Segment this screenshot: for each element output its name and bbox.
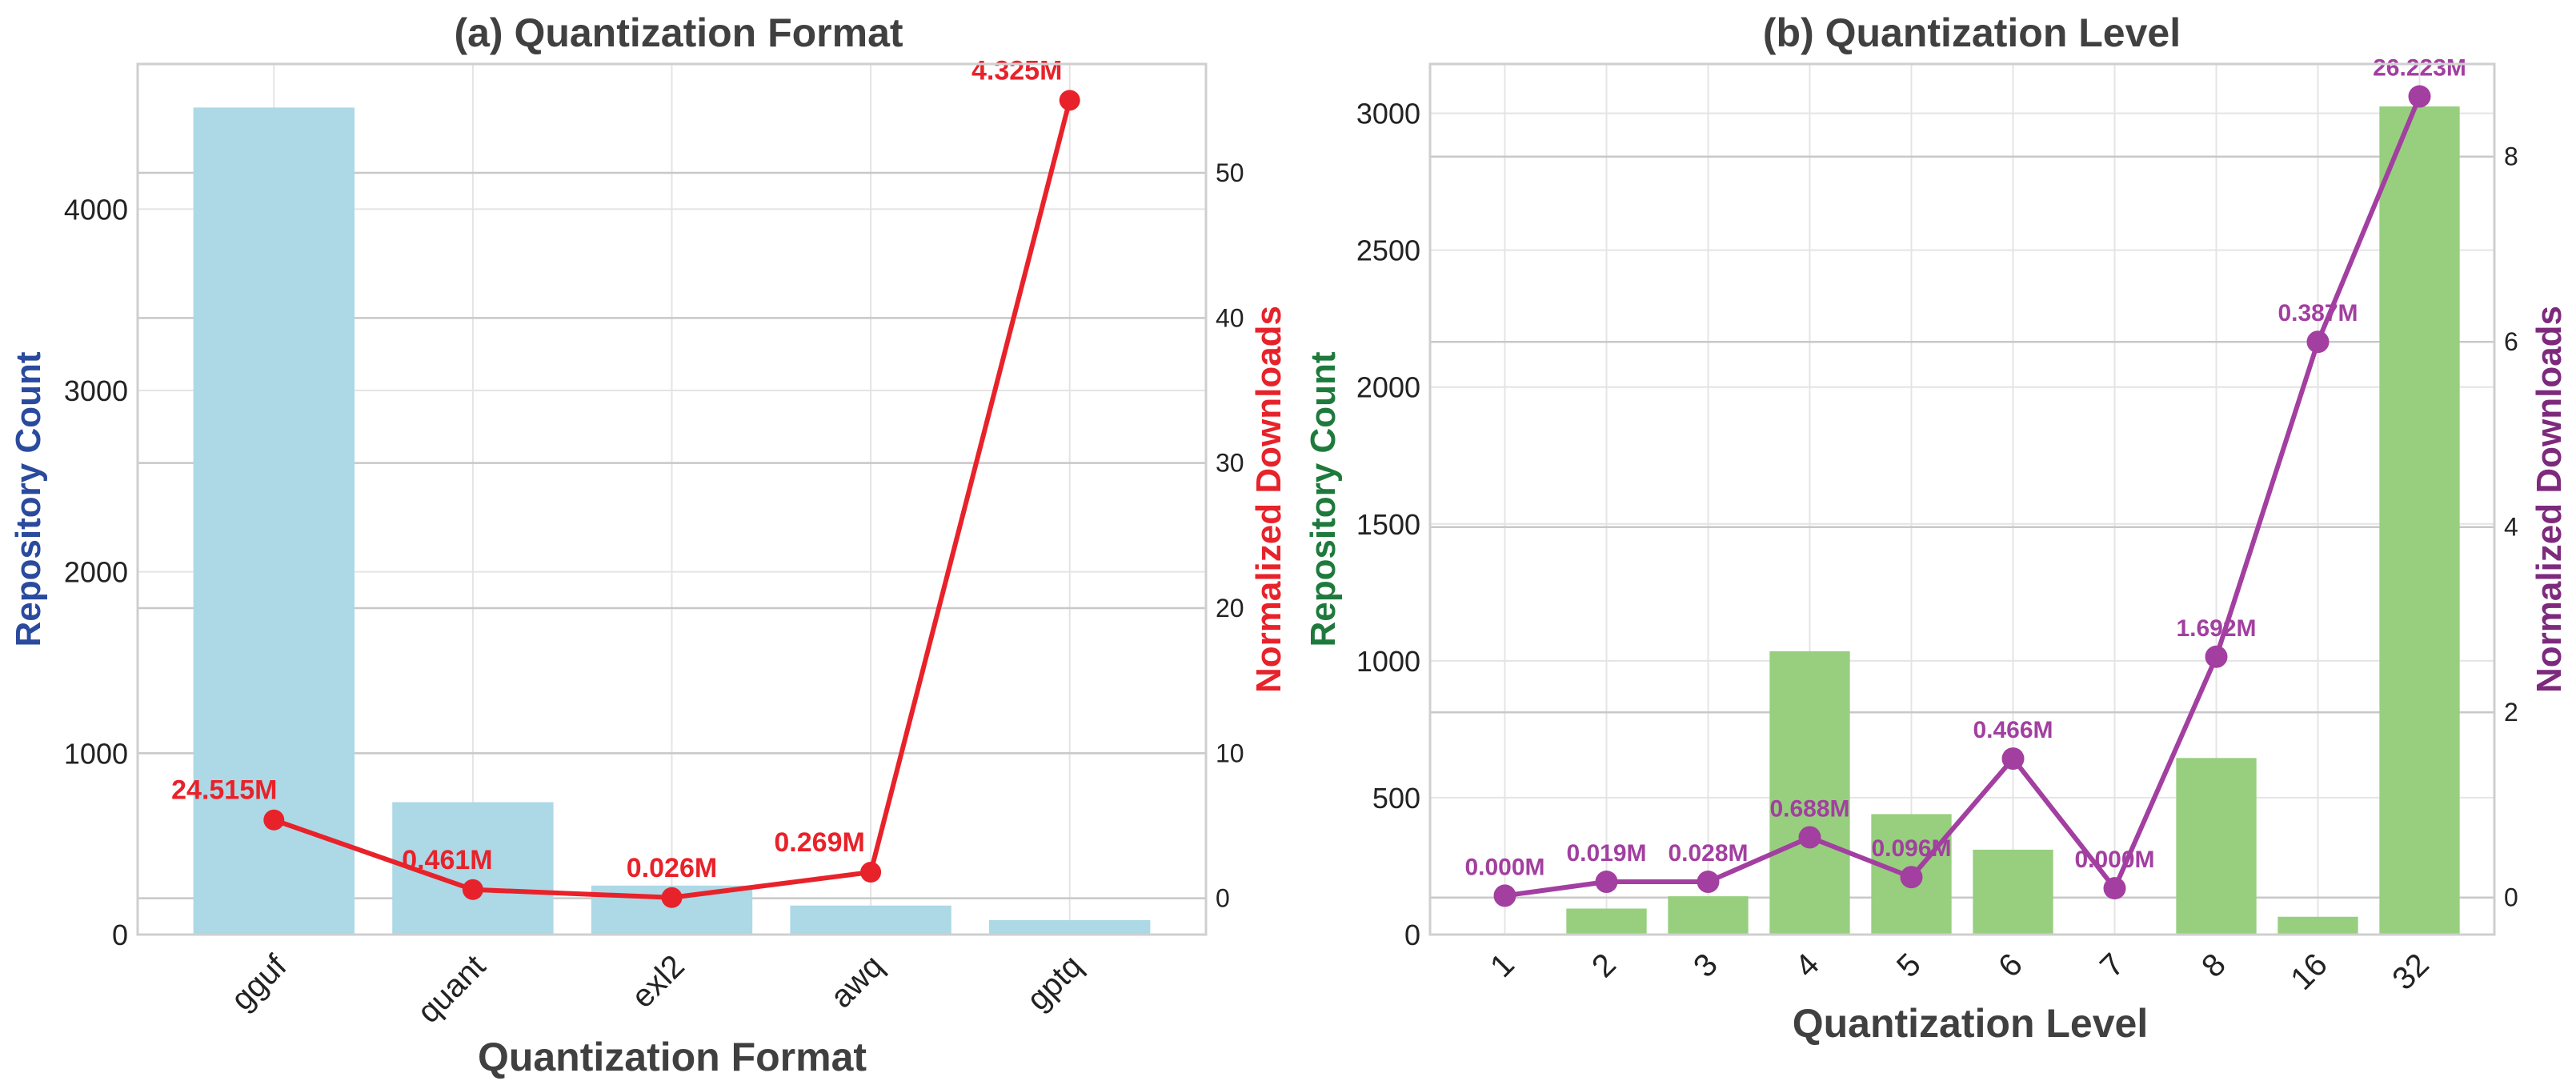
downloads-point (2408, 85, 2431, 108)
data-label: 4.325M (972, 55, 1062, 86)
bar (2379, 106, 2460, 935)
downloads-point (1493, 884, 1516, 907)
bar (1769, 651, 1850, 935)
data-label: 24.515M (171, 775, 277, 806)
y-tick-label: 2000 (64, 556, 128, 589)
bar (1668, 896, 1749, 935)
x-tick-label: 5 (1890, 947, 1928, 984)
y-tick-label: 1000 (1356, 645, 1420, 678)
x-tick-label: 6 (1992, 947, 2029, 984)
downloads-point (2103, 877, 2126, 900)
y2-tick-label: 2 (2504, 698, 2518, 727)
x-tick-label: exl2 (625, 948, 691, 1015)
bar (2278, 916, 2358, 935)
data-label: 0.000M (2074, 847, 2154, 873)
x-tick-label: gptq (1020, 948, 1089, 1017)
x-tick-label: 2 (1585, 947, 1623, 984)
y-tick-label: 3000 (64, 374, 128, 407)
bar (989, 919, 1151, 935)
data-label: 0.019M (1566, 840, 1646, 867)
downloads-point (263, 809, 285, 831)
panel-a-title: (a) Quantization Format (454, 10, 903, 55)
y-tick-label: 0 (1404, 919, 1420, 951)
panel-b-plot-frame (1428, 62, 2496, 936)
x-tick-label: 3 (1687, 947, 1725, 984)
downloads-point (2306, 330, 2330, 354)
panel-a-xlabel: Quantization Format (478, 1035, 867, 1079)
y2-tick-label: 50 (1216, 158, 1244, 187)
y2-tick-label: 4 (2504, 513, 2518, 542)
downloads-point (1059, 90, 1080, 111)
data-label: 0.028M (1668, 840, 1748, 867)
data-label: 0.461M (402, 845, 492, 875)
y2-tick-label: 0 (2504, 883, 2518, 912)
bar (2176, 758, 2257, 935)
y2-tick-label: 40 (1216, 303, 1244, 332)
y-tick-label: 4000 (64, 193, 128, 226)
data-label: 0.466M (1973, 717, 2053, 743)
panel-a-y2label: Normalized Downloads (1249, 306, 1288, 693)
x-tick-label: quant (411, 948, 492, 1030)
x-tick-label: 7 (2093, 947, 2131, 984)
data-label: 0.688M (1769, 795, 1849, 822)
y2-tick-label: 10 (1216, 739, 1244, 767)
y2-tick-label: 8 (2504, 142, 2518, 171)
x-tick-label: 8 (2195, 947, 2233, 984)
y-tick-label: 1000 (64, 737, 128, 770)
downloads-point (462, 879, 483, 900)
panel-b-y2label: Normalized Downloads (2530, 306, 2569, 693)
panel-quantization-format: (a) Quantization Format 24.515M 0.461M 0.0… (9, 10, 1288, 1079)
y2-tick-label: 30 (1216, 449, 1244, 478)
bar (1973, 849, 2053, 935)
y2-tick-label: 6 (2504, 327, 2518, 356)
x-tick-label: 4 (1789, 947, 1826, 984)
data-label: 0.026M (627, 853, 717, 883)
downloads-point (1595, 871, 1618, 894)
downloads-point (1798, 826, 1821, 849)
y2-tick-label: 0 (1216, 884, 1230, 913)
y-tick-label: 500 (1372, 782, 1420, 815)
data-label: 0.387M (2278, 300, 2358, 326)
downloads-point (2205, 645, 2228, 668)
y-tick-label: 2000 (1356, 371, 1420, 404)
panel-b-title: (b) Quantization Level (1763, 10, 2181, 55)
downloads-line (1504, 95, 2422, 899)
data-label: 0.269M (774, 827, 864, 858)
y-tick-label: 2500 (1356, 234, 1420, 267)
panel-a-plot-frame (136, 62, 1208, 936)
data-label: 26.223M (2373, 55, 2466, 82)
x-tick-label: awq (823, 948, 890, 1015)
y-tick-label: 0 (112, 919, 128, 951)
x-tick-label: 1 (1484, 947, 1521, 984)
downloads-point (2001, 747, 2025, 771)
panel-b-ylabel: Repository Count (1304, 351, 1343, 647)
data-label: 0.000M (1464, 854, 1544, 880)
data-label: 0.096M (1871, 835, 1951, 862)
panel-quantization-level: (b) Quantization Level 0.000M 0.019M 0.028… (1304, 10, 2569, 1046)
downloads-point (860, 862, 882, 883)
bar (193, 107, 355, 935)
bar (1566, 908, 1647, 935)
y2-tick-label: 20 (1216, 594, 1244, 623)
panel-b-xlabel: Quantization Level (1793, 1001, 2149, 1046)
x-tick-label: 32 (2386, 947, 2436, 997)
y-tick-label: 3000 (1356, 98, 1420, 130)
downloads-point (661, 887, 683, 908)
bar (790, 905, 951, 935)
data-label: 1.692M (2176, 615, 2256, 642)
panel-a-ylabel: Repository Count (9, 351, 48, 647)
x-tick-label: gguf (224, 948, 294, 1018)
x-tick-label: 16 (2284, 947, 2334, 997)
downloads-point (1697, 871, 1720, 894)
downloads-point (1900, 866, 1923, 889)
y-tick-label: 1500 (1356, 508, 1420, 541)
